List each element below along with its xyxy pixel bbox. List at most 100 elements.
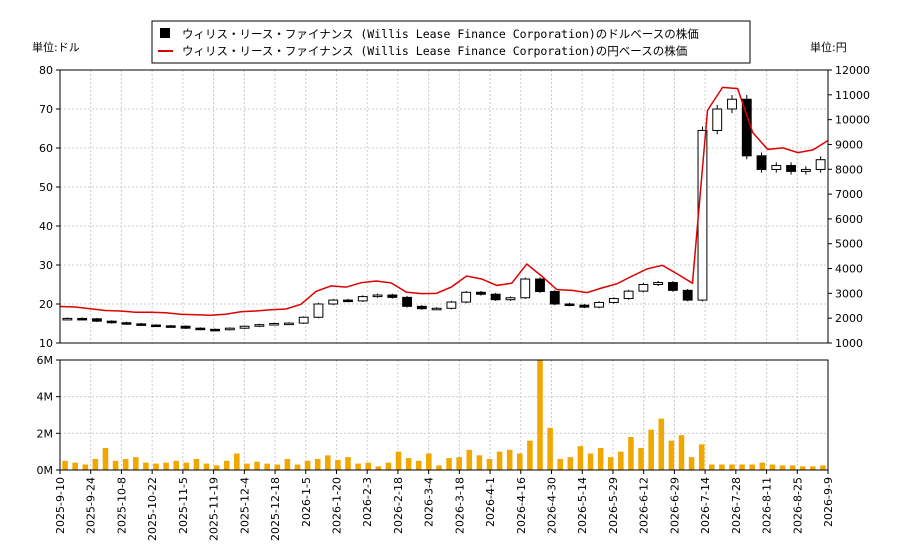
candle-body [549,291,560,305]
left-tick-label: 40 [39,220,53,233]
x-tick-label: 2026-4-16 [515,477,528,534]
volume-tick-label: 0M [37,464,54,477]
volume-plot-frame [59,359,829,471]
candle-body [77,317,88,321]
volume-bar [638,448,644,470]
right-tick-label: 10000 [835,114,870,127]
volume-bar [314,459,321,470]
left-tick-label: 70 [39,103,53,116]
candle-body [91,318,102,322]
volume-bars [62,360,826,470]
volume-bar [274,464,281,470]
x-tick-label: 2026-4-1 [484,477,497,527]
volume-bar [688,457,695,470]
volume-bar [426,453,432,470]
legend-jpy-label: ウィリス・リース・ファイナンス (Willis Lease Finance Co… [182,44,687,58]
volume-bar [739,464,745,470]
volume-bar [395,451,402,470]
right-tick-label: 11000 [835,89,870,102]
volume-bar [304,460,311,470]
volume-bar [779,465,786,470]
volume-bar [698,444,705,470]
volume-bar [527,440,533,470]
volume-bar [769,464,776,470]
volume-bar [729,464,735,470]
volume-bar [153,463,159,470]
volume-bar [820,465,826,470]
volume-bar [335,459,341,470]
left-unit-label: 単位:ドル [32,40,80,54]
volume-bar [476,455,483,470]
candle-body [224,327,235,331]
yen-price-line [59,86,829,316]
candle-body [210,328,221,332]
candle-body [313,303,324,318]
candle-body [697,129,708,301]
date-x-axis: 2025-9-10 2025-9-24 2025-10-8 2025-10-22 202… [54,470,835,541]
candle-body [712,108,723,131]
usd-candles [62,95,826,332]
candle-body [387,294,398,298]
volume-bar [345,457,351,470]
x-tick-label: 2025-10-22 [146,477,159,541]
volume-bar [133,457,139,470]
volume-bar [668,440,675,470]
right-tick-label: 5000 [835,238,863,251]
x-tick-label: 2025-12-18 [269,477,282,541]
candle-body [594,301,605,308]
volume-bar [506,449,513,470]
x-tick-label: 2025-9-24 [85,477,98,534]
volume-bar [294,464,301,470]
candle-body [608,298,619,303]
x-tick-label: 2026-1-20 [330,477,343,534]
volume-bar [264,463,270,470]
candle-body [623,290,634,300]
volume-bar [517,453,523,470]
volume-bar [557,459,563,470]
right-tick-label: 4000 [835,263,863,276]
right-tick-label: 2000 [835,312,863,325]
volume-bar [82,464,89,470]
candle-body [165,325,176,328]
price-y-axis-right: 1000 2000 3000 4000 5000 6000 7000 8000 9000 1000… [828,64,870,350]
volume-bar [436,465,442,470]
volume-bar [628,437,634,470]
right-tick-label: 9000 [835,138,863,151]
volume-bar [587,453,594,470]
x-tick-label: 2026-7-28 [730,477,743,534]
volume-bar [607,457,614,470]
candle-body [667,282,678,291]
left-tick-label: 80 [39,64,53,77]
x-tick-label: 2026-8-11 [761,477,774,534]
x-tick-label: 2025-11-5 [177,477,190,534]
candle-body [180,325,191,329]
candle-body [564,303,575,306]
candle-body [298,316,309,324]
candle-body [800,168,811,172]
volume-bar [213,465,220,470]
candle-body [343,299,353,303]
right-tick-label: 3000 [835,287,863,300]
volume-bar [658,418,665,470]
right-tick-label: 7000 [835,188,863,201]
legend-usd-label: ウィリス・リース・ファイナンス (Willis Lease Finance Co… [182,27,699,41]
volume-bar [102,448,109,470]
candle-body [328,299,339,305]
candle-body [756,155,767,170]
volume-bar [466,449,473,470]
volume-bar [577,446,584,470]
volume-bar [709,464,715,470]
volume-bar [193,459,200,470]
x-tick-label: 2026-9-9 [822,477,835,527]
volume-bar [163,462,169,470]
volume-tick-label: 2M [37,427,54,440]
volume-bar [203,463,210,470]
x-tick-label: 2026-6-29 [668,477,681,534]
volume-bar [567,457,574,470]
volume-bar [405,458,412,470]
volume-bar [789,465,796,470]
volume-bar [122,459,129,470]
volume-bar [749,464,755,470]
candle-body [638,284,649,292]
